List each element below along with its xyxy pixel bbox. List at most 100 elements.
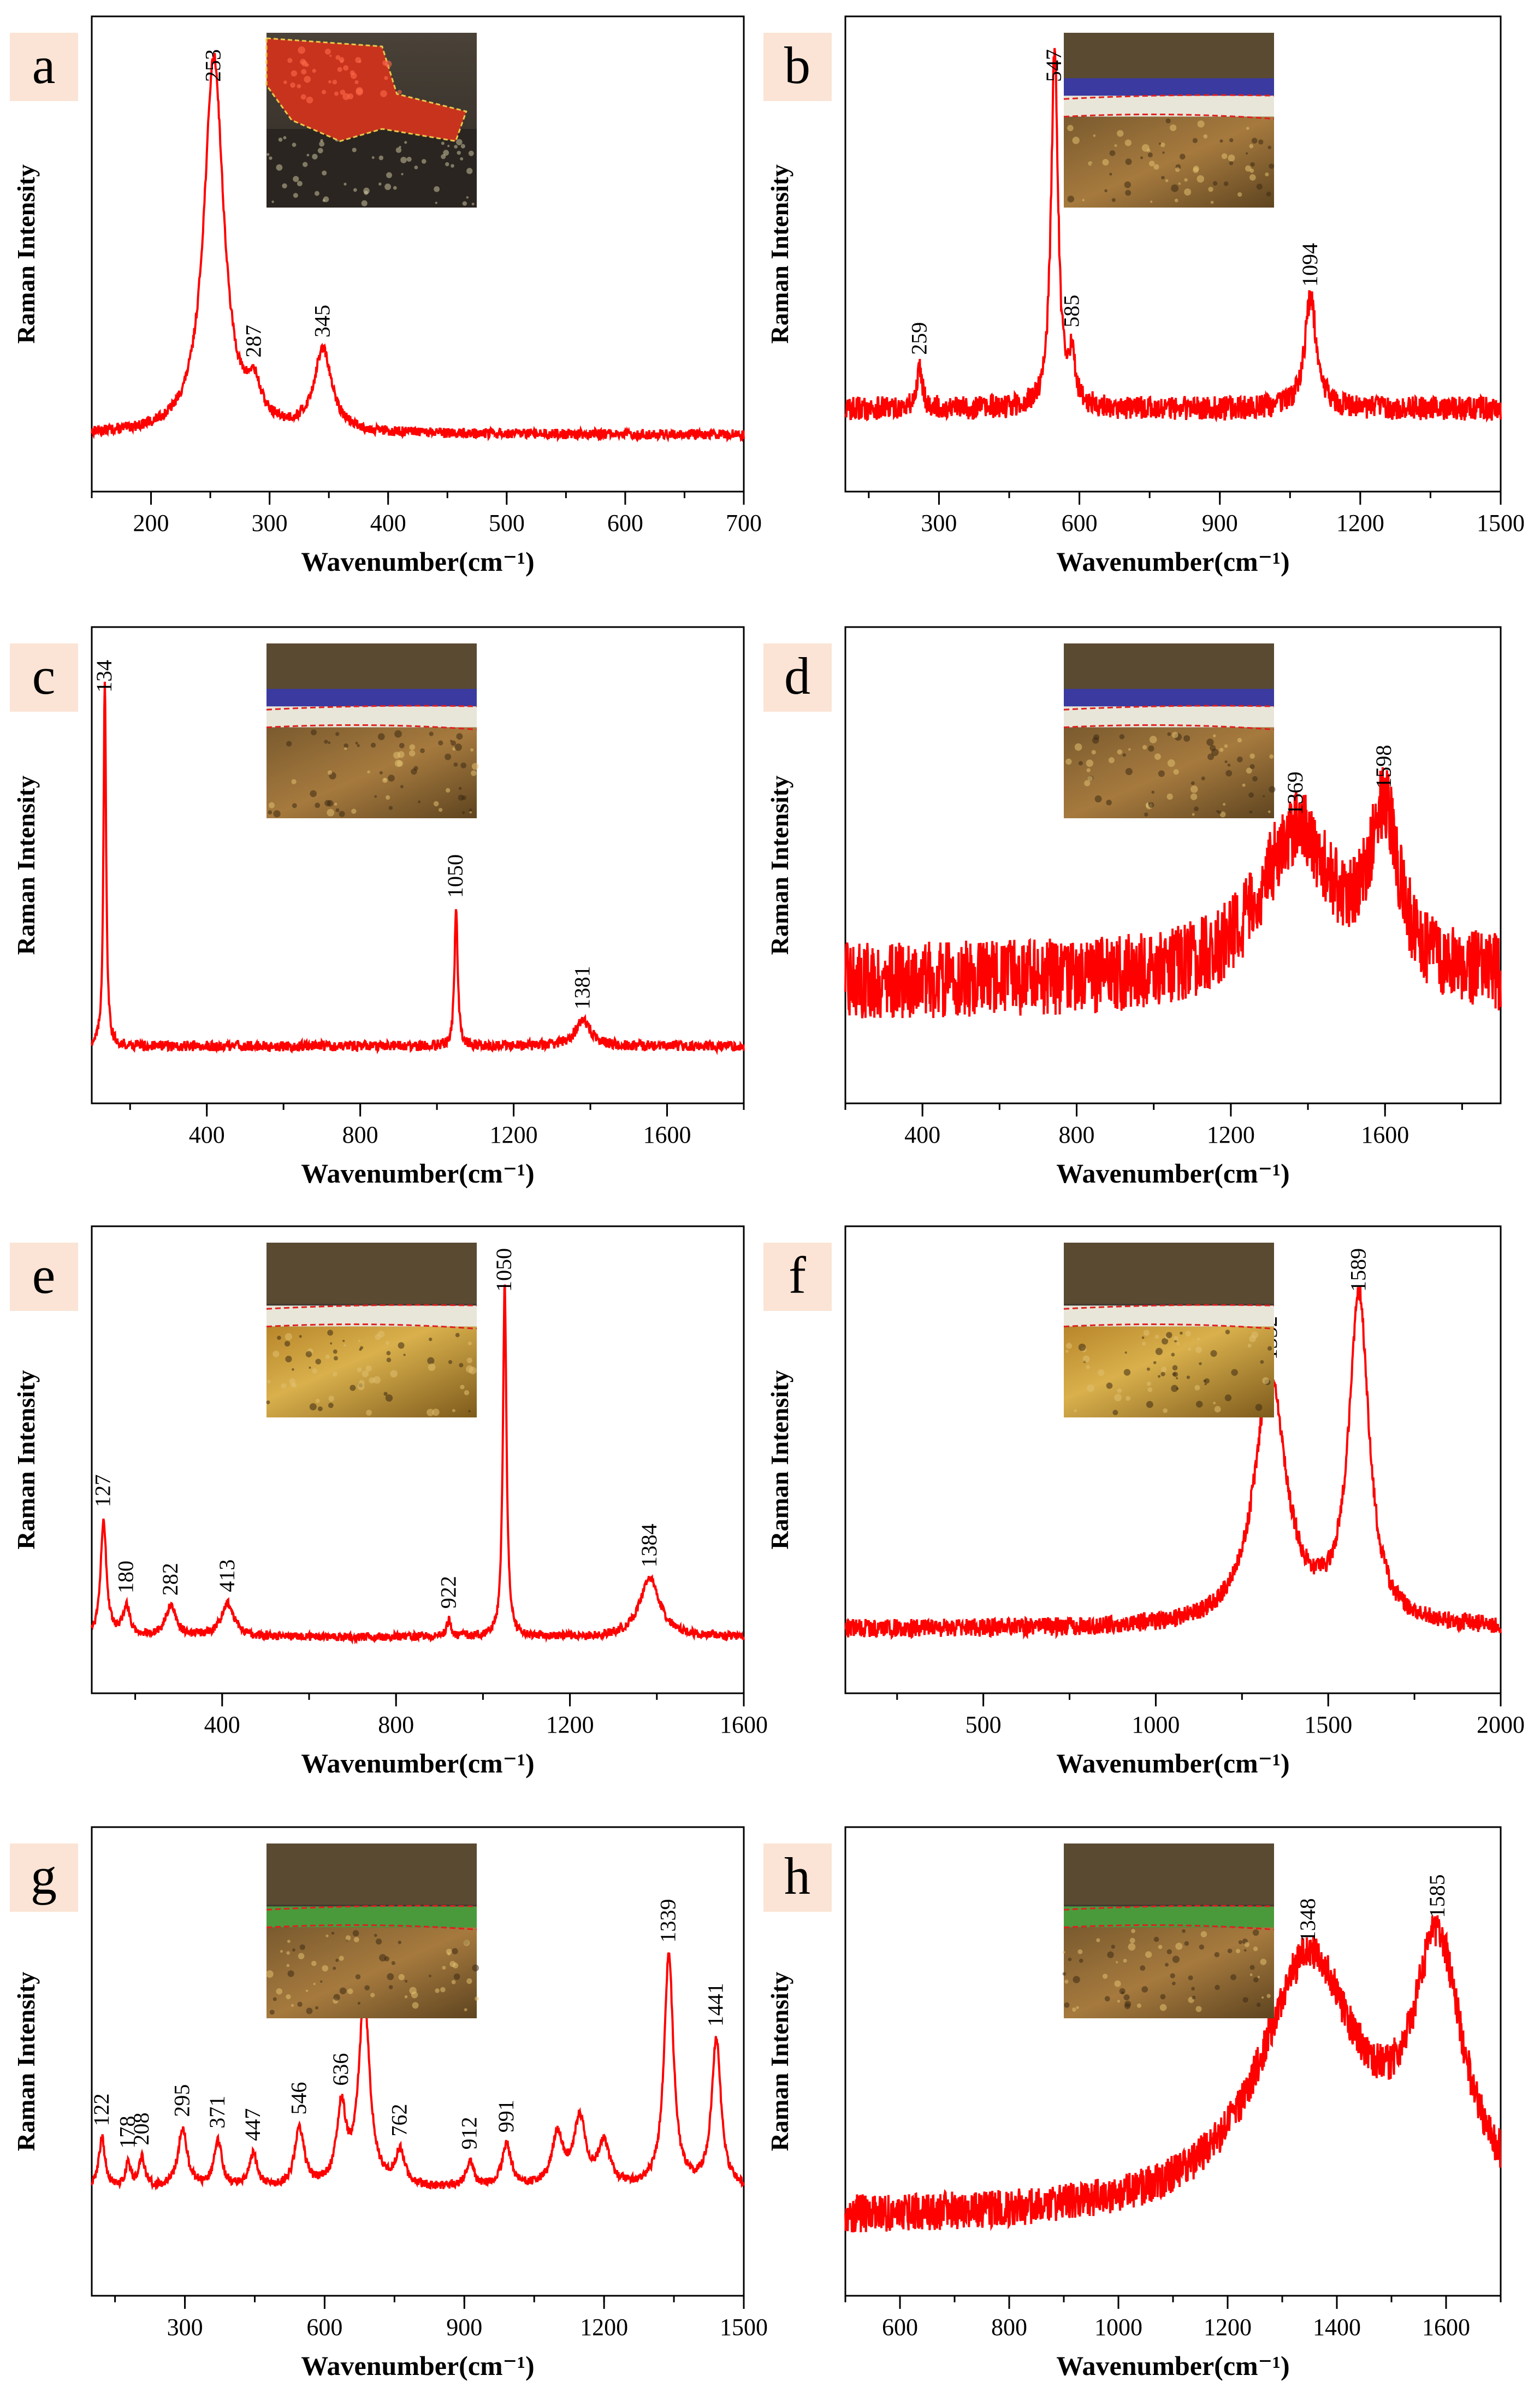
inset-speck: [273, 1350, 280, 1357]
x-tick-label: 700: [726, 510, 762, 536]
inset-speck: [1091, 750, 1096, 755]
inset-speck: [277, 1336, 281, 1340]
inset-speck: [1124, 2000, 1132, 2007]
inset-speck: [1231, 1369, 1238, 1376]
panel-badge-bg: [763, 1243, 832, 1311]
inset-speck: [357, 1367, 362, 1373]
inset-speck: [333, 1356, 338, 1361]
inset-speck: [387, 1973, 394, 1981]
inset-speck: [1141, 144, 1150, 152]
inset-speck: [301, 69, 307, 75]
inset-speck: [1201, 776, 1205, 781]
inset-speck: [1171, 1352, 1175, 1357]
inset-speck: [351, 73, 357, 79]
inset-speck: [475, 1996, 479, 2001]
inset-speck: [360, 1346, 364, 1350]
inset-speck: [291, 70, 297, 77]
x-tick-label: 1600: [1361, 1121, 1409, 1148]
inset-speck: [1086, 759, 1094, 767]
inset-speck: [1248, 792, 1254, 798]
x-tick-label: 900: [446, 2314, 482, 2341]
panel-f: f Raman Intensity Wavenumber(cm⁻¹) 500 1000 1…: [763, 1225, 1525, 1778]
inset-speck: [1153, 1361, 1157, 1364]
inset-speck: [1227, 1948, 1233, 1953]
inset-speck: [332, 80, 337, 85]
x-tick-label: 500: [489, 510, 525, 536]
inset-speck: [470, 748, 474, 752]
inset-speck: [371, 156, 375, 159]
inset-speck: [384, 184, 392, 190]
inset-speck: [379, 771, 383, 775]
x-tick-label: 1200: [1204, 2314, 1252, 2341]
x-tick-label: 800: [378, 1711, 414, 1738]
peak-label: 413: [215, 1559, 239, 1592]
inset-band-layer: [1064, 96, 1274, 117]
inset-ground-layer: [1064, 1326, 1274, 1417]
inset-speck: [293, 176, 299, 182]
peak-label: 345: [310, 305, 334, 338]
inset-speck: [452, 1409, 455, 1413]
inset-speck: [1096, 1938, 1100, 1942]
inset-speck: [1117, 749, 1123, 755]
inset-speck: [390, 1370, 398, 1378]
inset-speck: [286, 1994, 291, 2000]
inset-speck: [1161, 175, 1165, 180]
panel-letter: h: [784, 1847, 810, 1905]
inset-speck: [334, 802, 337, 806]
peak-label: 127: [90, 1474, 115, 1507]
inset-top-layer: [1064, 1843, 1274, 1905]
inset-speck: [1141, 1986, 1148, 1993]
inset-speck: [1116, 1961, 1118, 1964]
inset-speck: [451, 1979, 456, 1984]
inset-speck: [315, 802, 321, 808]
inset-speck: [357, 1383, 365, 1391]
inset-boundary-line: [266, 1304, 477, 1310]
inset-speck: [1160, 1372, 1165, 1376]
inset-speck: [1218, 811, 1222, 814]
inset-speck: [1171, 731, 1178, 738]
inset-speck: [1211, 748, 1219, 757]
inset-speck: [1236, 1948, 1241, 1953]
micrograph-inset: [266, 643, 479, 818]
peak-label: 1384: [637, 1523, 661, 1567]
inset-speck: [380, 90, 387, 97]
inset-speck: [1166, 1332, 1172, 1338]
inset-speck: [1112, 1409, 1118, 1415]
inset-speck: [1151, 790, 1155, 794]
x-tick-label: 1000: [1094, 2314, 1142, 2341]
x-tick-label: 400: [204, 1711, 240, 1738]
inset-speck: [315, 191, 319, 196]
inset-speck: [291, 2004, 294, 2007]
micrograph-inset: [266, 1243, 477, 1417]
inset-speck: [394, 730, 402, 738]
inset-speck: [1251, 138, 1258, 144]
inset-speck: [454, 743, 462, 751]
inset-speck: [330, 1342, 333, 1345]
inset-speck: [1102, 1973, 1108, 1979]
inset-speck: [379, 1954, 387, 1961]
inset-speck: [310, 790, 317, 797]
inset-speck: [335, 732, 340, 736]
inset-speck: [1269, 754, 1274, 759]
x-tick-label: 300: [167, 2314, 203, 2341]
inset-speck: [301, 61, 308, 67]
x-tick-label: 1500: [1304, 1711, 1352, 1738]
inset-speck: [472, 1964, 479, 1972]
inset-speck: [1167, 759, 1175, 767]
inset-speck: [298, 46, 306, 54]
inset-speck: [1065, 758, 1072, 765]
inset-speck: [327, 770, 333, 775]
inset-speck: [1265, 172, 1269, 176]
inset-speck: [322, 90, 327, 94]
inset-speck: [449, 1961, 456, 1967]
inset-speck: [309, 1403, 317, 1411]
x-tick-label: 1200: [1207, 1121, 1255, 1148]
inset-speck: [460, 157, 464, 161]
inset-speck: [376, 1939, 382, 1945]
inset-speck: [1114, 1393, 1122, 1402]
inset-speck: [1158, 143, 1162, 145]
inset-speck: [456, 733, 463, 740]
inset-speck: [283, 136, 287, 140]
inset-speck: [393, 186, 397, 190]
inset-speck: [323, 196, 329, 203]
